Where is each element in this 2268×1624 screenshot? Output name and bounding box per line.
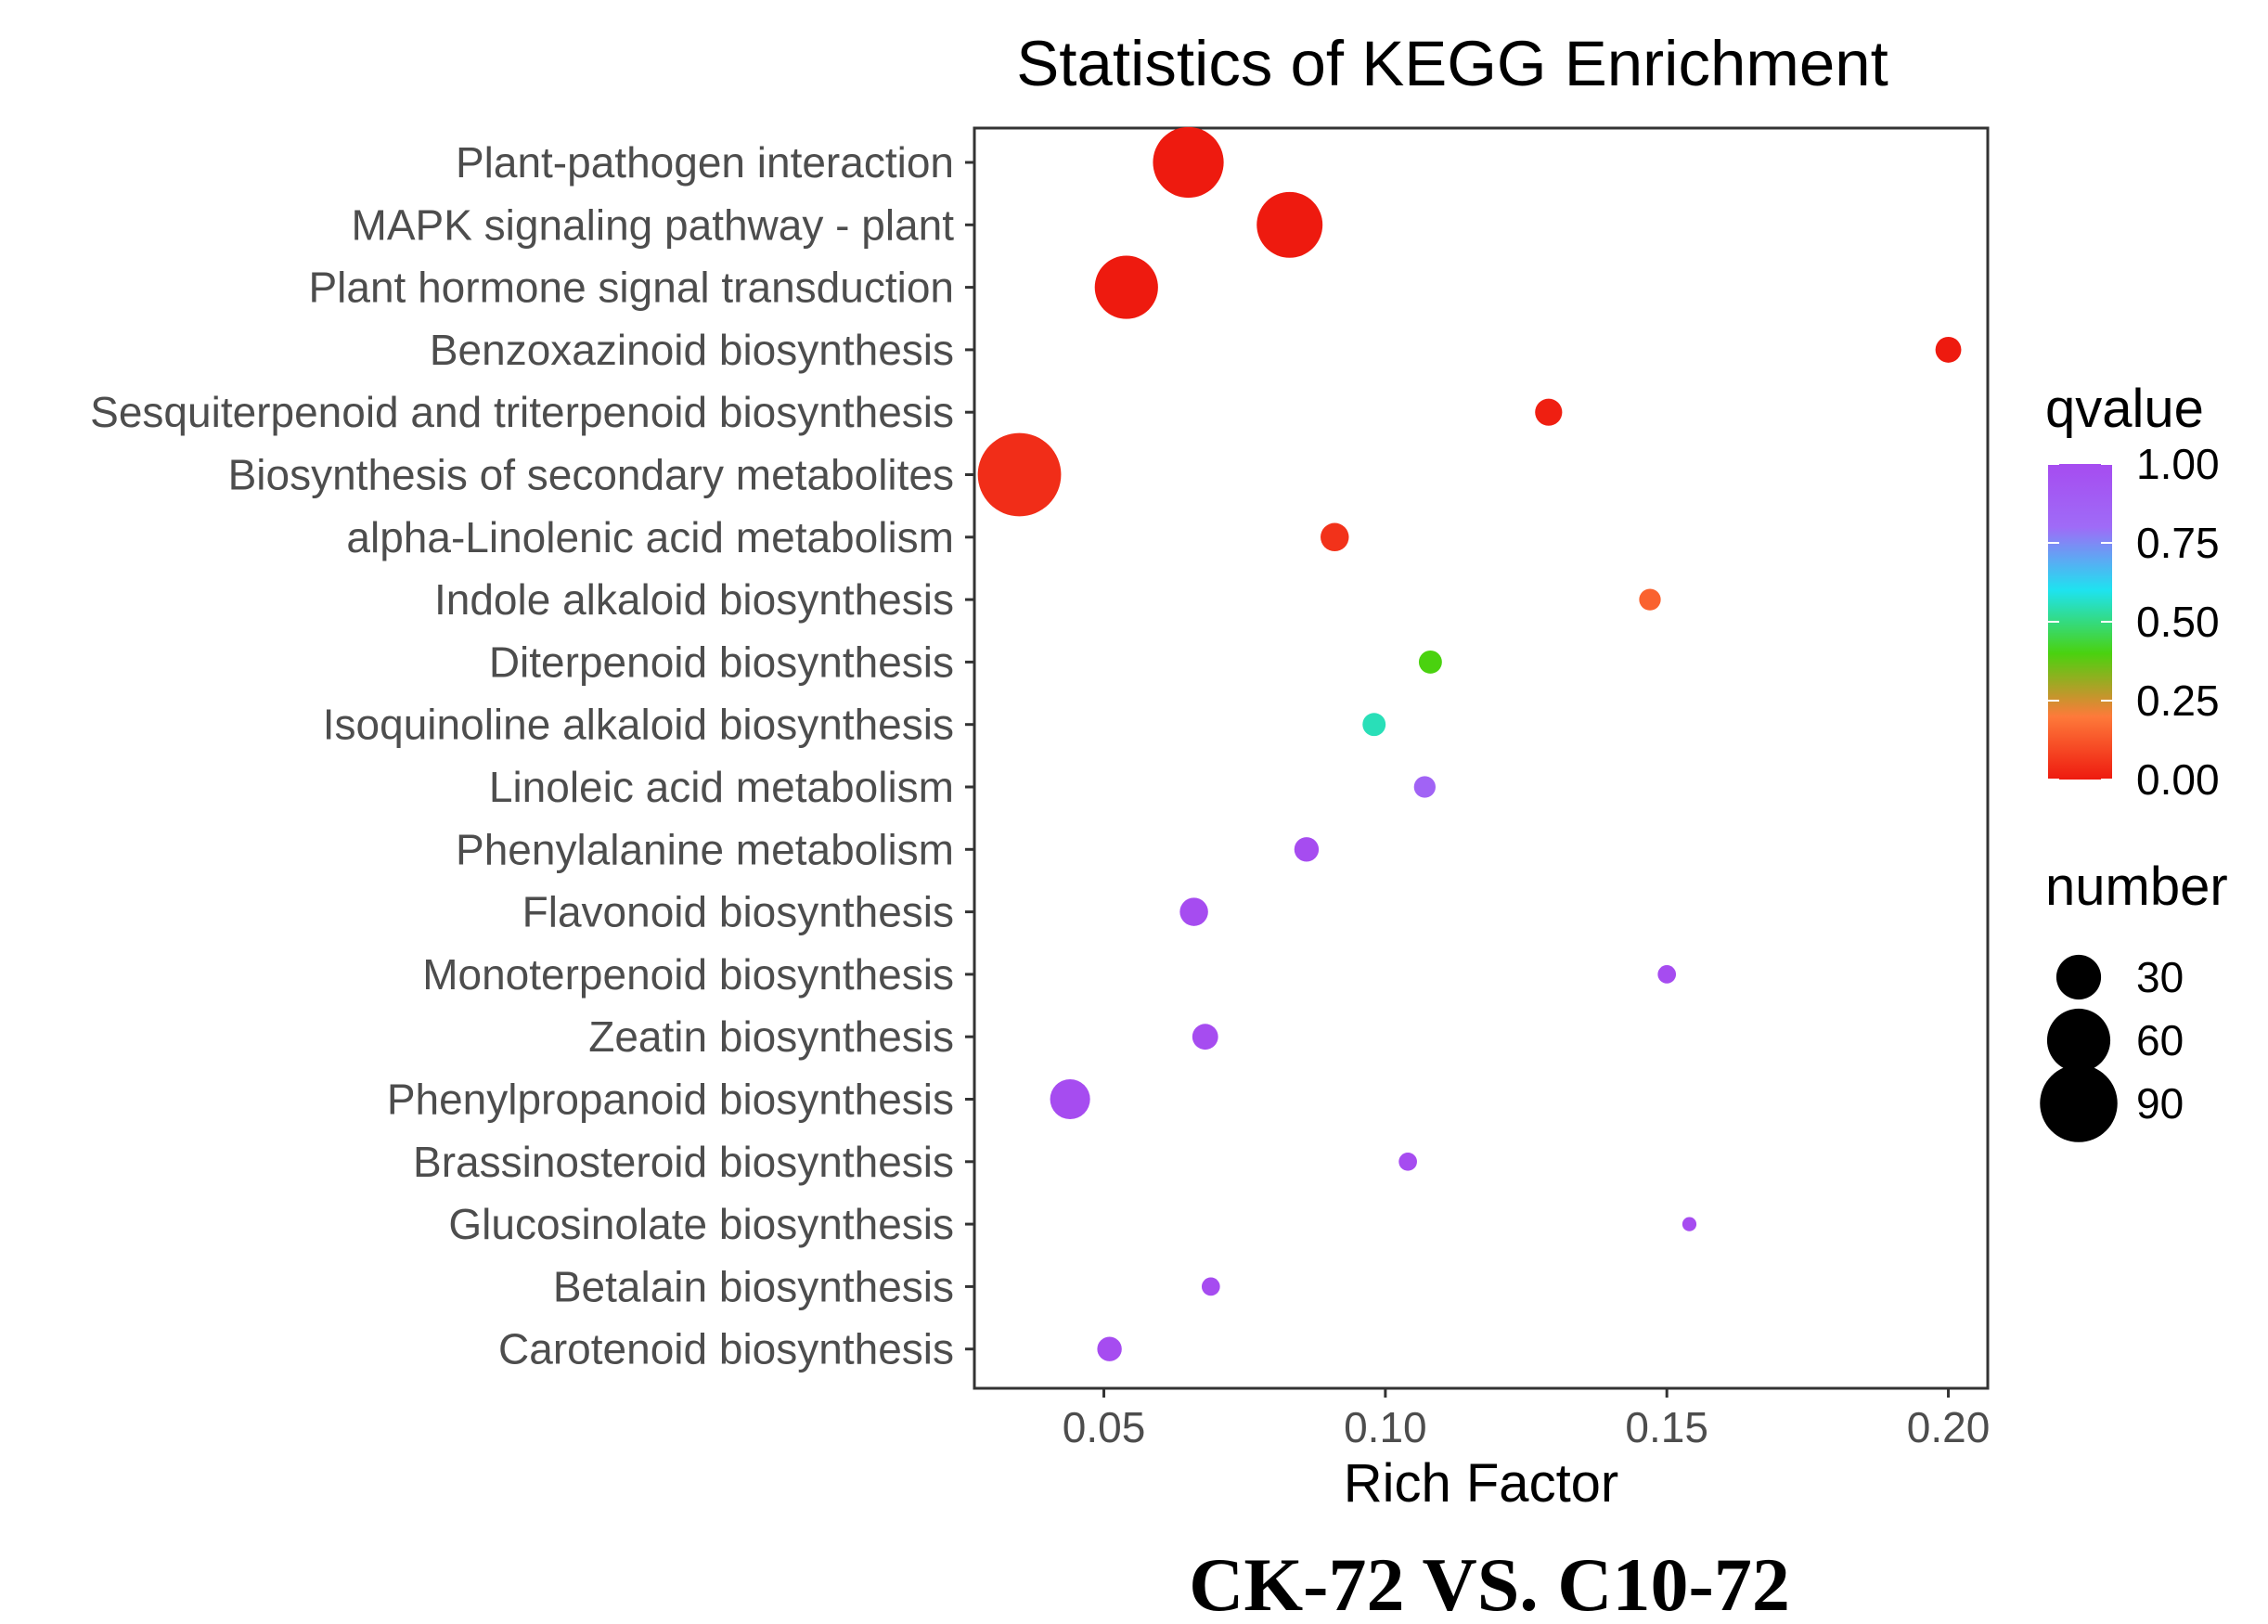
data-point [1256, 191, 1323, 258]
data-point [1682, 1217, 1697, 1231]
comparison-caption: CK-72 VS. C10-72 [1189, 1542, 1790, 1624]
number-legend-title: number [2045, 857, 2228, 917]
x-tick-label: 0.10 [1344, 1403, 1427, 1451]
size-legend-key [2055, 954, 2102, 1000]
size-legend-label: 90 [2136, 1079, 2184, 1128]
y-tick-label: Linoleic acid metabolism [489, 763, 954, 811]
data-point [1639, 588, 1661, 611]
y-tick-label: Phenylpropanoid biosynthesis [387, 1076, 954, 1124]
y-tick-label: Betalain biosynthesis [553, 1262, 954, 1310]
data-point [1294, 837, 1320, 862]
qvalue-colorbar-ticks: 1.00 0.75 0.50 0.25 0.00 [2048, 440, 2220, 804]
y-tick-label: MAPK signaling pathway - plant [352, 200, 955, 249]
y-tick-label: Brassinosteroid biosynthesis [413, 1138, 954, 1186]
data-point [1362, 713, 1386, 737]
colorbar-tick-label: 0.75 [2136, 519, 2220, 567]
data-point [1179, 897, 1208, 926]
data-point [1097, 1336, 1122, 1361]
data-point [1657, 965, 1677, 984]
x-tick-label: 0.15 [1625, 1403, 1708, 1451]
y-tick-label: Monoterpenoid biosynthesis [422, 950, 954, 999]
data-point [1321, 522, 1349, 552]
y-tick-label: Carotenoid biosynthesis [498, 1325, 954, 1373]
size-legend-label: 30 [2136, 953, 2184, 1001]
data-point [1192, 1024, 1218, 1050]
colorbar-tick-label: 0.50 [2136, 598, 2220, 646]
y-tick-label: Phenylalanine metabolism [456, 825, 954, 873]
y-tick-label: Zeatin biosynthesis [588, 1012, 954, 1061]
size-legend-key [2040, 1064, 2118, 1142]
qvalue-legend-title: qvalue [2045, 379, 2204, 439]
x-axis-title: Rich Factor [1344, 1453, 1619, 1514]
size-legend-key [2046, 1008, 2111, 1073]
data-point [1153, 126, 1224, 199]
y-tick-label: Diterpenoid biosynthesis [489, 638, 954, 686]
x-tick-label: 0.20 [1907, 1403, 1991, 1451]
colorbar-tick-label: 0.00 [2136, 755, 2220, 804]
data-point [1398, 1152, 1417, 1171]
plot-panel [973, 126, 1990, 1390]
data-point [1535, 398, 1563, 426]
y-tick-label: Glucosinolate biosynthesis [448, 1200, 954, 1248]
size-legend-label: 60 [2136, 1016, 2184, 1064]
data-points [977, 126, 1962, 1361]
y-tick-label: Plant-pathogen interaction [456, 138, 954, 187]
x-axis: 0.05 0.10 0.15 0.20 [1063, 1388, 1991, 1451]
y-tick-label: Plant hormone signal transduction [308, 264, 954, 312]
y-tick-label: Biosynthesis of secondary metabolites [228, 451, 954, 499]
x-tick-label: 0.05 [1063, 1403, 1146, 1451]
y-tick-label: Benzoxazinoid biosynthesis [430, 326, 954, 374]
y-tick-label: alpha-Linolenic acid metabolism [346, 513, 954, 561]
number-legend-items: 30 60 90 [2040, 953, 2184, 1142]
y-tick-label: Isoquinoline alkaloid biosynthesis [323, 701, 954, 749]
colorbar-tick-label: 1.00 [2136, 440, 2220, 488]
qvalue-legend: qvalue 1.00 0.75 0.50 0.25 0.00 [2045, 379, 2220, 804]
data-point [1050, 1078, 1090, 1120]
colorbar-tick-label: 0.25 [2136, 677, 2220, 725]
data-point [1201, 1277, 1220, 1296]
data-point [1094, 255, 1158, 319]
data-point [1935, 336, 1962, 363]
data-point [1418, 650, 1442, 674]
y-axis: Plant-pathogen interaction MAPK signaling… [90, 138, 974, 1373]
number-legend: number 30 60 90 [2040, 857, 2228, 1142]
y-tick-label: Indole alkaloid biosynthesis [434, 575, 954, 624]
y-tick-label: Sesquiterpenoid and triterpenoid biosynt… [90, 388, 954, 436]
data-point [1413, 776, 1436, 798]
chart-title: Statistics of KEGG Enrichment [1016, 28, 1888, 99]
data-point [977, 432, 1062, 517]
y-tick-label: Flavonoid biosynthesis [522, 888, 954, 936]
